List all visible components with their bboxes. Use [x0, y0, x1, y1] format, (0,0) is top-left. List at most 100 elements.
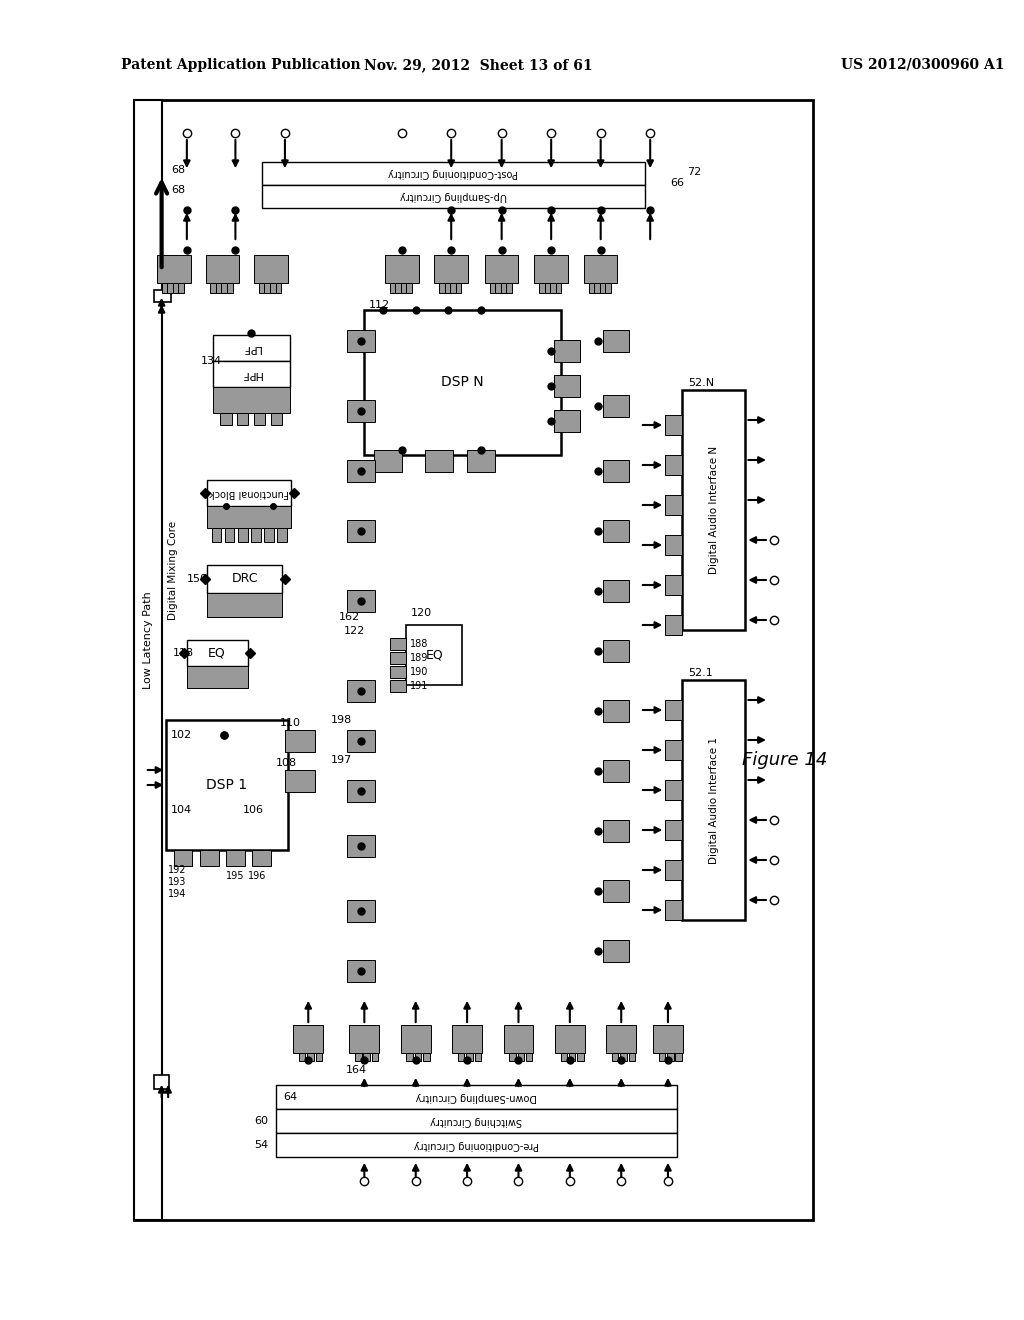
Bar: [526, 1053, 532, 1061]
Bar: [252, 850, 271, 866]
Text: EQ: EQ: [426, 648, 443, 661]
Bar: [602, 700, 629, 722]
Bar: [407, 282, 412, 293]
Text: 60: 60: [254, 1115, 268, 1126]
Bar: [560, 1053, 567, 1061]
Bar: [157, 255, 190, 282]
Bar: [484, 255, 518, 282]
Bar: [221, 282, 227, 293]
Bar: [225, 528, 234, 543]
Text: 192: 192: [168, 865, 186, 875]
Bar: [578, 1053, 584, 1061]
Bar: [501, 282, 506, 293]
Text: 118: 118: [173, 648, 194, 657]
Text: 120: 120: [411, 609, 432, 618]
Bar: [346, 520, 375, 543]
Bar: [666, 900, 682, 920]
Bar: [667, 1053, 674, 1061]
Bar: [365, 310, 560, 455]
Bar: [458, 1053, 464, 1061]
Bar: [550, 282, 556, 293]
Bar: [602, 880, 629, 902]
Bar: [602, 640, 629, 663]
Bar: [453, 1026, 482, 1053]
Bar: [569, 1053, 575, 1061]
Bar: [213, 360, 290, 387]
Bar: [666, 495, 682, 515]
Bar: [346, 590, 375, 612]
Bar: [346, 400, 375, 422]
Text: Down-Sampling Circuitry: Down-Sampling Circuitry: [416, 1092, 538, 1102]
Bar: [307, 1053, 314, 1061]
Bar: [504, 1026, 534, 1053]
Bar: [594, 282, 600, 293]
Bar: [474, 1053, 481, 1061]
Bar: [602, 579, 629, 602]
Bar: [554, 411, 581, 432]
Bar: [517, 1053, 524, 1061]
Bar: [346, 960, 375, 982]
Bar: [389, 638, 407, 649]
Bar: [415, 1053, 421, 1061]
Text: LPF: LPF: [242, 343, 261, 352]
Bar: [602, 760, 629, 781]
Bar: [666, 414, 682, 436]
Bar: [555, 1026, 585, 1053]
Bar: [621, 1053, 627, 1061]
Bar: [535, 255, 568, 282]
Bar: [210, 282, 216, 293]
Text: 189: 189: [410, 653, 428, 663]
Bar: [206, 255, 240, 282]
Text: 106: 106: [243, 805, 264, 814]
Text: 72: 72: [687, 168, 701, 177]
Bar: [425, 450, 453, 473]
Bar: [385, 255, 419, 282]
Bar: [666, 700, 682, 719]
Bar: [346, 459, 375, 482]
Bar: [466, 1053, 473, 1061]
Text: 190: 190: [410, 667, 428, 677]
Bar: [275, 1085, 677, 1109]
Bar: [606, 1026, 636, 1053]
Bar: [275, 282, 282, 293]
Bar: [666, 576, 682, 595]
Text: 110: 110: [281, 718, 301, 729]
Bar: [602, 940, 629, 962]
Text: DSP N: DSP N: [441, 375, 483, 389]
Text: Figure 14: Figure 14: [742, 751, 827, 770]
Bar: [208, 565, 283, 593]
Bar: [400, 1026, 431, 1053]
Bar: [602, 459, 629, 482]
Bar: [155, 1074, 169, 1089]
Bar: [299, 1053, 305, 1061]
Text: 112: 112: [369, 300, 390, 310]
Text: Nov. 29, 2012  Sheet 13 of 61: Nov. 29, 2012 Sheet 13 of 61: [364, 58, 593, 73]
Text: 197: 197: [331, 755, 352, 766]
Bar: [173, 282, 178, 293]
Bar: [389, 652, 407, 664]
Bar: [589, 282, 594, 293]
Bar: [509, 1053, 516, 1061]
Bar: [238, 413, 249, 425]
Bar: [434, 255, 468, 282]
Bar: [423, 1053, 430, 1061]
Bar: [676, 1053, 682, 1061]
Text: 164: 164: [346, 1065, 367, 1074]
Bar: [666, 535, 682, 554]
Bar: [166, 719, 288, 850]
Bar: [220, 413, 231, 425]
Text: 191: 191: [410, 681, 428, 690]
Bar: [346, 730, 375, 752]
Bar: [346, 836, 375, 857]
Bar: [270, 282, 275, 293]
Text: US 2012/0300960 A1: US 2012/0300960 A1: [841, 58, 1005, 73]
Bar: [346, 330, 375, 352]
Text: 54: 54: [254, 1140, 268, 1150]
Bar: [213, 335, 290, 360]
Bar: [602, 820, 629, 842]
Text: 122: 122: [344, 626, 365, 636]
Bar: [227, 282, 232, 293]
Bar: [584, 255, 617, 282]
Bar: [389, 667, 407, 678]
Bar: [374, 450, 401, 473]
